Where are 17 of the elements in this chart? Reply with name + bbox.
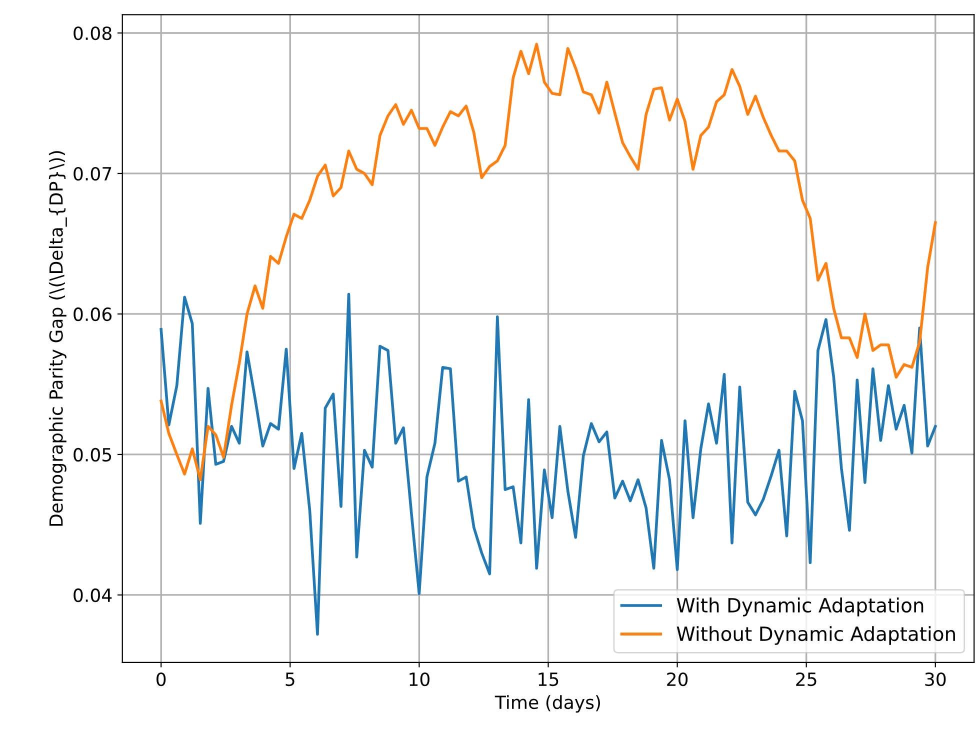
x-tick-label: 0 [156, 672, 166, 686]
legend-label: With Dynamic Adaptation [676, 598, 924, 616]
x-tick-label: 5 [286, 672, 294, 686]
y-tick-label: 0.07 [74, 166, 112, 181]
x-tick-label: 25 [796, 672, 816, 686]
x-tick-label: 30 [925, 672, 946, 686]
x-tick-label: 15 [538, 672, 558, 686]
y-axis-title: Demographic Parity Gap (\(\Delta_{DP}\)) [48, 151, 67, 526]
legend-label: Without Dynamic Adaptation [676, 626, 955, 645]
line-series [160, 42, 937, 482]
x-axis-title: Time (days) [494, 695, 600, 713]
y-tick-label: 0.05 [74, 448, 112, 462]
x-tick-label: 20 [667, 672, 688, 686]
x-tick-label: 10 [410, 672, 430, 686]
y-tick-label: 0.04 [74, 588, 112, 602]
y-tick-label: 0.06 [74, 307, 112, 322]
y-tick-label: 0.08 [74, 26, 112, 40]
